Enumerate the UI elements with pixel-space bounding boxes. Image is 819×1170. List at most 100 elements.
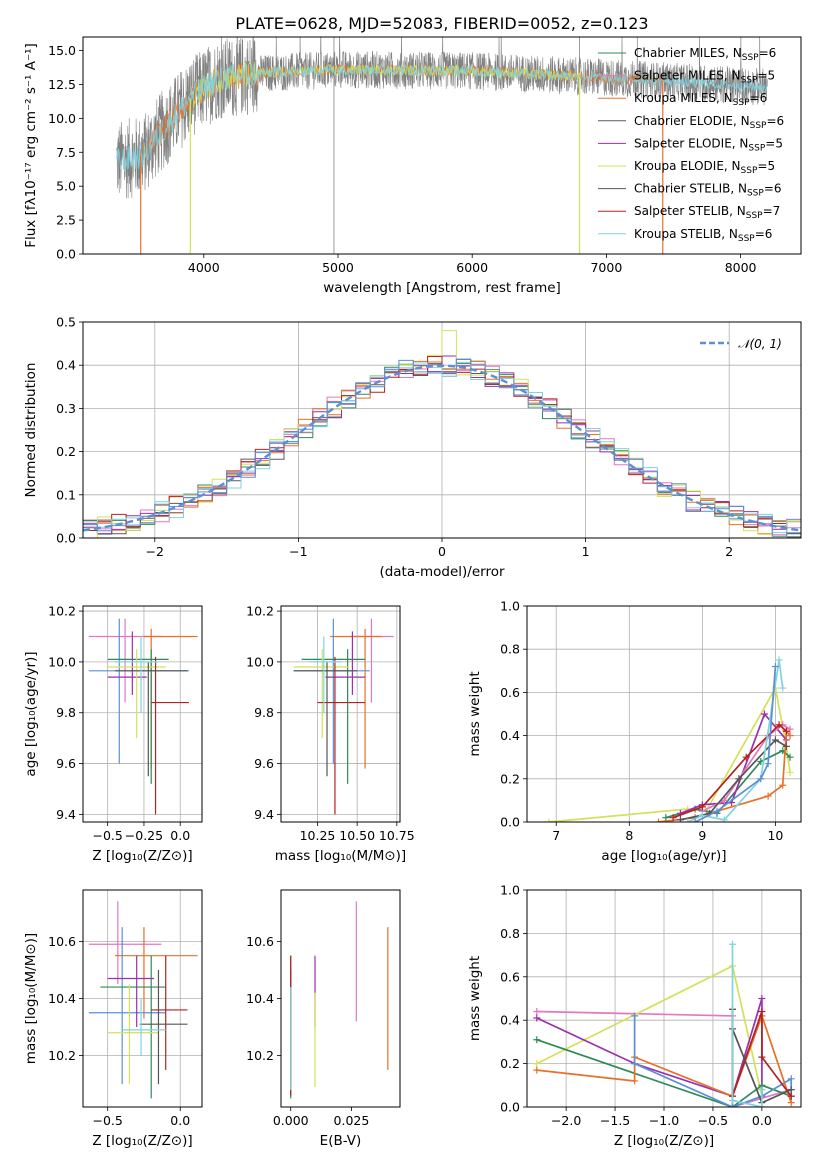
weight-marker — [779, 684, 787, 692]
y-tick-label: 9.8 — [254, 705, 274, 720]
errorbar-point — [122, 998, 166, 1056]
axes-frame — [280, 605, 401, 823]
y-tick-label: 10.4 — [48, 991, 76, 1006]
plot-area — [290, 901, 389, 1099]
y-tick-label: 0.0 — [500, 1100, 520, 1115]
weight-marker — [787, 1099, 795, 1107]
y-axis-label: mass weight — [467, 671, 483, 756]
weight-series — [548, 685, 791, 822]
y-tick-label: 0.2 — [500, 1056, 520, 1071]
weight-marker — [771, 736, 779, 744]
y-tick-label: 9.8 — [56, 705, 76, 720]
x-axis-label: wavelength [Angstrom, rest frame] — [323, 280, 561, 296]
errorbar-point — [151, 656, 189, 815]
y-tick-label: 0.0 — [56, 247, 76, 262]
errorbar-point — [293, 661, 358, 777]
legend-label: Kroupa STELIB, NSSP=6 — [634, 227, 772, 244]
weight-marker — [787, 1075, 795, 1083]
weight-marker — [655, 818, 663, 822]
legend-label: Kroupa ELODIE, NSSP=5 — [634, 159, 775, 176]
weight-marker — [758, 1053, 766, 1061]
x-axis-label: Z [log₁₀(Z/Z⊙)] — [614, 1133, 714, 1149]
axes-frame — [280, 889, 401, 1108]
weight-marker — [764, 760, 772, 768]
weight-marker — [713, 807, 721, 815]
errorbar-point — [309, 636, 342, 713]
panel-weight_vs_age: 7 8 9 10 0.0 0.2 0.4 0.6 0.8 1.0 age [log₁₀(age/yr… — [467, 599, 802, 864]
x-tick-label: 0.0 — [752, 1113, 772, 1128]
panel-age_vs_Z: −0.5 −0.25 0.0 9.4 9.6 9.8 10.0 10.2 Z [log₁₀(Z/… — [23, 604, 203, 864]
y-tick-label: 10.4 — [246, 991, 274, 1006]
errorbar-point — [325, 631, 366, 695]
x-axis-label: (data-model)/error — [379, 564, 505, 580]
x-tick-label: −2.0 — [551, 1113, 581, 1128]
weight-marker — [758, 1008, 766, 1016]
y-tick-label: 9.4 — [254, 807, 274, 822]
y-tick-label: 0.8 — [500, 642, 520, 657]
axes-frame — [526, 605, 802, 823]
legend-label: Salpeter STELIB, NSSP=7 — [634, 204, 780, 221]
weight-marker — [779, 781, 787, 789]
gaussian-curve — [83, 364, 801, 532]
legend: Chabrier MILES, NSSP=6 Salpeter MILES, NS… — [598, 46, 784, 244]
x-tick-label: −0.5 — [92, 1113, 122, 1128]
panel-residuals: −2 −1 0 1 2 0.0 0.1 0.2 0.3 0.4 0.5 (data-model)/er… — [23, 315, 802, 580]
y-tick-label: 0.2 — [56, 444, 76, 459]
panel-spectrum: 4000 5000 6000 7000 8000 0.0 2.5 5.0 7.5 10.0 12.5… — [23, 14, 802, 296]
panel-age_vs_mass: 10.25 10.50 10.75 9.4 9.6 9.8 10.0 10.2 mass [lo… — [246, 604, 415, 864]
errorbar-point — [114, 661, 188, 777]
x-tick-label: 10.25 — [300, 828, 336, 843]
legend: 𝒩(0, 1) — [700, 337, 782, 351]
errorbar-point — [88, 927, 166, 1085]
weight-series — [731, 944, 763, 1107]
plot-area — [545, 656, 794, 822]
weight-marker — [533, 1066, 541, 1074]
errorbar-point — [293, 649, 350, 739]
y-axis-label: age [log₁₀(age/yr)] — [23, 651, 39, 776]
errorbar-point — [317, 656, 366, 815]
x-axis-label: Z [log₁₀(Z/Z⊙)] — [92, 848, 192, 864]
weight-marker — [758, 995, 766, 1002]
x-tick-label: 5000 — [322, 260, 354, 275]
x-tick-label: −1.5 — [600, 1113, 630, 1128]
x-tick-label: 1 — [582, 544, 590, 559]
weight-marker — [631, 1012, 639, 1020]
weight-marker — [545, 818, 553, 822]
errorbar-point — [151, 955, 188, 1070]
errorbar-point — [88, 618, 189, 764]
x-tick-label: 7 — [552, 828, 560, 843]
y-axis-label: mass [log₁₀(M/M⊙)] — [23, 933, 39, 1064]
weight-series — [536, 964, 763, 1097]
legend-label: Chabrier STELIB, NSSP=6 — [634, 182, 782, 199]
x-tick-label: 0.000 — [273, 1113, 309, 1128]
x-axis-label: mass [log₁₀(M/M⊙)] — [275, 848, 406, 864]
y-tick-label: 12.5 — [48, 77, 76, 92]
x-tick-label: −1 — [289, 544, 307, 559]
y-tick-label: 7.5 — [56, 145, 76, 160]
weight-marker — [720, 816, 728, 822]
weight-marker — [786, 753, 794, 761]
x-tick-label: 0 — [438, 544, 446, 559]
x-tick-label: −2 — [146, 544, 164, 559]
x-tick-label: 9 — [698, 828, 706, 843]
weight-marker — [669, 814, 677, 822]
y-tick-label: 5.0 — [56, 179, 76, 194]
y-tick-label: 10.2 — [246, 1048, 274, 1063]
y-tick-label: 2.5 — [56, 213, 76, 228]
y-tick-label: 1.0 — [500, 599, 520, 614]
y-tick-label: 9.4 — [56, 807, 76, 822]
weight-marker — [757, 775, 765, 783]
weight-marker — [786, 768, 794, 776]
panel-mass_vs_Z: −0.5 0.0 10.2 10.4 10.6 Z [log₁₀(Z/Z⊙)] mass [… — [23, 889, 203, 1149]
x-tick-label: −0.5 — [698, 1113, 728, 1128]
x-tick-label: 4000 — [188, 260, 220, 275]
x-tick-label: 10.50 — [339, 828, 375, 843]
plot-area — [88, 618, 198, 815]
model-spectrum — [116, 63, 768, 173]
weight-series — [702, 723, 791, 812]
y-axis-label: mass weight — [467, 956, 483, 1041]
errorbar-point — [107, 649, 169, 784]
weight-marker — [698, 803, 706, 811]
y-tick-label: 10.0 — [48, 654, 76, 669]
